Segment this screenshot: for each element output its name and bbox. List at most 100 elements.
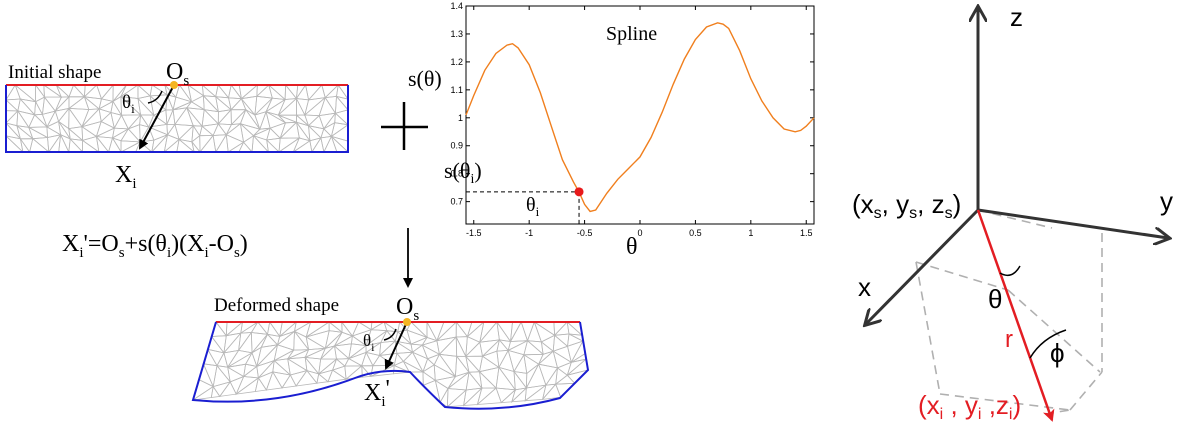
mesh-triangle [28,126,49,140]
mesh-triangle [272,371,291,389]
mesh-triangle [278,114,297,124]
deformed-boundary-edge [191,321,590,410]
y-tick-label: 0.8 [450,169,463,179]
phi-arc [1029,329,1067,359]
spline-series-line [465,22,815,213]
x-tick-label: -1.5 [466,228,482,238]
initial-direction-arrow [139,84,175,150]
mesh-triangle [553,333,570,348]
mesh-triangle [411,351,429,373]
deformed-point-label: Xi' [364,376,390,410]
mesh-triangle [496,321,512,343]
mesh-triangle [567,340,584,364]
x-tick-label: 1 [748,228,753,238]
y-axis-label: y [1160,186,1173,216]
mesh-triangle [331,365,347,381]
deformed-angle-label: θi [363,331,375,354]
mesh-triangle [230,109,247,126]
mesh-triangle [465,336,481,358]
y-axis [977,208,1168,238]
mesh-triangle [218,381,237,397]
mesh-triangle [266,138,280,153]
mesh-triangle [82,139,101,153]
y-tick-label: 1.4 [450,1,463,11]
marker-theta-label: θi [526,194,540,219]
mesh-triangle [324,95,337,115]
mesh-triangle [433,353,456,377]
mesh-triangle [552,345,572,364]
mesh-triangle [16,110,36,129]
mesh-triangle [95,135,110,153]
initial-origin-dot [170,81,178,89]
mesh-triangle [120,114,142,130]
chart-plot-area [465,5,815,225]
mesh-triangle [43,96,62,112]
mesh-triangle [174,106,194,127]
mesh-triangle [34,100,44,116]
x-tick-label: 0.5 [689,228,702,238]
phi-label: ϕ [1050,338,1065,368]
mesh-triangle [523,339,545,356]
mesh-triangle [110,111,123,130]
deformed-direction-arrow [384,321,408,370]
y-tick-label: 1.3 [450,29,463,39]
mesh-triangle [178,124,194,143]
coordinate-system: z y x (xs, ys, zs) (xi , yi ,zi) r θ ϕ [852,2,1173,423]
mesh-triangle [478,370,498,389]
mesh-triangle [305,336,327,351]
mesh-triangle [191,124,201,143]
deformed-mesh [192,320,590,408]
mesh-triangle [295,369,318,387]
z-axis-label: z [1010,2,1023,32]
mesh-triangle [227,97,243,111]
mesh-triangle [250,332,269,354]
chart-y-label: s(θ) [408,66,442,91]
initial-boundary-edge [5,85,349,153]
mesh-triangle [217,108,232,126]
mesh-triangle [478,366,500,389]
mesh-triangle [323,135,338,153]
mesh-triangle [135,141,153,153]
mesh-triangle [201,108,220,127]
mesh-triangle [20,138,31,153]
mesh-triangle [465,355,481,373]
deformation-formula: Xi'=Os+s(θi)(Xi-Os) [62,231,248,261]
plus-operator [381,102,428,150]
mesh-triangle [533,321,556,343]
initial-angle-label: θi [122,92,135,116]
chart-x-label: θ [626,234,638,260]
mesh-triangle [255,84,273,99]
mesh-triangle [320,135,333,154]
mesh-triangle [68,107,83,130]
mesh-triangle [277,97,297,116]
chart-y-axis: 0.7 0.8 0.9 1 1.1 1.2 1.3 1.4 [450,1,814,207]
mesh-triangle [120,128,142,143]
theta-arc [999,265,1021,277]
spline-chart: -1.5 -1 -0.5 0 0.5 1 1.5 0.7 0.8 0.9 1 1.1 1.2 1.3 1.… [408,1,815,260]
mesh-triangle [149,84,169,97]
y-tick-label: 1 [458,113,463,123]
mesh-triangle [327,369,348,383]
mesh-triangle [98,108,112,123]
mesh-triangle [289,369,308,387]
y-tick-label: 0.7 [450,197,463,207]
initial-angle-arc [147,90,163,104]
deformed-origin-label: Os [396,294,419,324]
mesh-triangle [68,84,86,98]
mesh-triangle [120,141,141,153]
mesh-triangle [361,364,372,378]
mesh-triangle [215,84,230,99]
mesh-triangle [523,353,540,375]
mesh-triangle [446,388,467,408]
mesh-triangle [509,321,529,342]
mesh-triangle [199,125,215,137]
mesh-triangle [251,334,268,354]
mesh-triangle [272,359,292,376]
y-tick-label: 1.1 [450,85,463,95]
mesh-triangle [265,370,283,391]
mesh-triangle [340,321,360,337]
deformed-origin-dot [403,318,411,326]
mesh-triangle [5,98,19,112]
x-axis [866,208,980,324]
mesh-triangle [174,123,195,141]
